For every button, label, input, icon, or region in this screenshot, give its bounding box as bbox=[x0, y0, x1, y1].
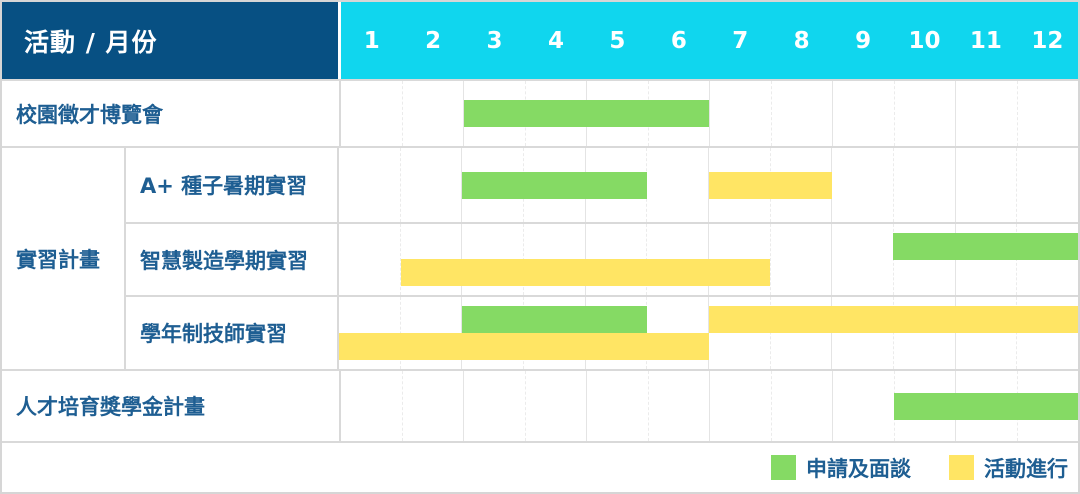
chart-cell bbox=[339, 297, 1078, 369]
activity-period-bar bbox=[400, 259, 771, 286]
activity-period-bar bbox=[708, 306, 1078, 333]
application-interview-bar bbox=[463, 100, 710, 127]
month-header-cell: 1 bbox=[363, 27, 380, 54]
legend-label: 活動進行 bbox=[984, 456, 1068, 481]
month-grid-column bbox=[586, 371, 648, 441]
month-header-cell: 9 bbox=[855, 27, 872, 54]
month-grid-column bbox=[831, 297, 893, 369]
activity-subrow: A+ 種子暑期實習 bbox=[126, 148, 1078, 222]
activity-label: 校園徵才博覽會 bbox=[2, 81, 341, 146]
month-header-cell: 6 bbox=[670, 27, 687, 54]
month-grid-column bbox=[339, 148, 400, 222]
legend-label: 申請及面談 bbox=[806, 456, 911, 481]
application-interview-bar bbox=[893, 392, 1078, 420]
application-interview-bar bbox=[462, 306, 647, 333]
month-grid-column bbox=[399, 224, 462, 295]
month-header-cell: 5 bbox=[609, 27, 626, 54]
chart-cell bbox=[341, 81, 1078, 146]
activity-sublabel: 智慧製造學期實習 bbox=[126, 224, 339, 295]
month-grid-column bbox=[461, 148, 523, 222]
month-grid-column bbox=[341, 81, 402, 146]
month-grid-column bbox=[769, 224, 832, 295]
month-grid-column bbox=[1016, 148, 1078, 222]
activity-label: 人才培育獎學金計畫 bbox=[2, 371, 341, 441]
header-activity-month-label: 活動 / 月份 bbox=[2, 2, 338, 79]
group-section: 實習計畫 A+ 種子暑期實習 智慧製造學期實習 學年制技師實習 bbox=[2, 146, 1078, 369]
table-body: 校園徵才博覽會 實習計畫 A+ 種子暑期實習 智慧製造學期實習 學年制技師實習 人才培育獎… bbox=[2, 79, 1078, 441]
month-grid-column bbox=[401, 371, 464, 441]
group-label: 實習計畫 bbox=[2, 148, 126, 369]
legend: 申請及面談 活動進行 bbox=[2, 441, 1078, 492]
month-grid-column bbox=[709, 81, 771, 146]
month-grid-column bbox=[463, 371, 525, 441]
months-header: 1 2 3 4 5 6 7 8 9 10 11 12 bbox=[341, 2, 1078, 79]
legend-swatch-application bbox=[771, 455, 796, 480]
month-grid-column bbox=[399, 148, 462, 222]
month-grid-column bbox=[893, 148, 955, 222]
activity-row: 校園徵才博覽會 bbox=[2, 79, 1078, 146]
month-header-cell: 11 bbox=[969, 27, 1002, 54]
month-grid-column bbox=[832, 371, 894, 441]
month-grid-column bbox=[893, 297, 955, 369]
month-grid-column bbox=[1016, 297, 1078, 369]
activity-row: 人才培育獎學金計畫 bbox=[2, 369, 1078, 441]
month-grid-column bbox=[708, 297, 770, 369]
month-header-cell: 8 bbox=[793, 27, 810, 54]
month-header-cell: 12 bbox=[1031, 27, 1064, 54]
month-grid-column bbox=[831, 224, 893, 295]
month-grid-column bbox=[955, 81, 1017, 146]
group-subrows: A+ 種子暑期實習 智慧製造學期實習 學年制技師實習 bbox=[126, 148, 1078, 369]
application-interview-bar bbox=[893, 233, 1078, 260]
legend-swatch-activity bbox=[949, 455, 974, 480]
month-grid-column bbox=[341, 371, 402, 441]
month-grid-column bbox=[646, 148, 708, 222]
application-interview-bar bbox=[462, 171, 647, 199]
legend-item-activity: 活動進行 bbox=[949, 453, 1068, 483]
month-header-cell: 7 bbox=[732, 27, 749, 54]
legend-item-application: 申請及面談 bbox=[771, 453, 911, 483]
activity-period-bar bbox=[708, 171, 832, 199]
chart-cell bbox=[339, 224, 1078, 295]
month-grid-column bbox=[1016, 81, 1079, 146]
activity-sublabel: A+ 種子暑期實習 bbox=[126, 148, 339, 222]
activity-subrow: 智慧製造學期實習 bbox=[126, 222, 1078, 295]
month-header-cell: 10 bbox=[908, 27, 941, 54]
chart-cell bbox=[339, 148, 1078, 222]
activity-sublabel: 學年制技師實習 bbox=[126, 297, 339, 369]
month-grid-column bbox=[893, 81, 956, 146]
month-grid-column bbox=[954, 148, 1017, 222]
month-grid-column bbox=[401, 81, 464, 146]
month-header-cell: 3 bbox=[486, 27, 503, 54]
month-grid-column bbox=[770, 81, 833, 146]
month-grid-column bbox=[832, 81, 894, 146]
chart-cell bbox=[341, 371, 1078, 441]
month-grid-column bbox=[524, 371, 587, 441]
month-grid-column bbox=[770, 371, 833, 441]
month-grid-column bbox=[339, 224, 400, 295]
month-grid-column bbox=[954, 297, 1017, 369]
month-grid-column bbox=[709, 371, 771, 441]
activity-subrow: 學年制技師實習 bbox=[126, 295, 1078, 369]
month-header-cell: 2 bbox=[425, 27, 442, 54]
activity-period-bar bbox=[339, 333, 709, 360]
month-grid-column bbox=[647, 371, 710, 441]
month-grid-column bbox=[831, 148, 893, 222]
month-grid-column bbox=[463, 81, 525, 146]
month-header-cell: 4 bbox=[547, 27, 564, 54]
month-grid-column bbox=[769, 297, 832, 369]
table-header-row: 活動 / 月份 1 2 3 4 5 6 7 8 9 10 11 12 bbox=[2, 2, 1078, 79]
